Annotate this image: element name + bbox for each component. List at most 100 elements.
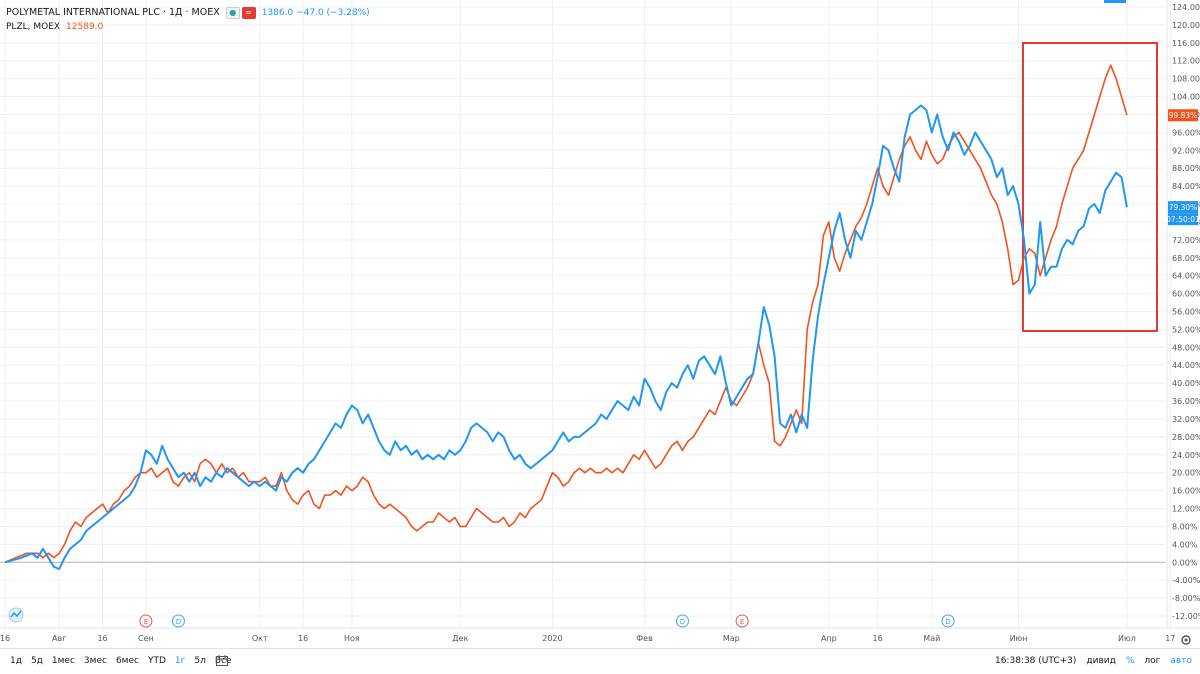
percent-scale-toggle[interactable]: % bbox=[1125, 656, 1135, 666]
auto-scale-toggle[interactable]: авто bbox=[1170, 656, 1192, 666]
dividend-marker[interactable]: D bbox=[941, 614, 955, 628]
marker-letter: D bbox=[176, 618, 181, 626]
marker-letter: E bbox=[144, 618, 148, 626]
y-tick-label: 20.00% bbox=[1172, 469, 1200, 478]
y-tick-label: 16.00% bbox=[1172, 487, 1200, 496]
y-tick-label: 0.00% bbox=[1172, 558, 1198, 567]
tradingview-logo-icon bbox=[8, 607, 24, 623]
range-button-2[interactable]: 1мес bbox=[51, 656, 75, 666]
legend-main-row[interactable]: POLYMETAL INTERNATIONAL PLC · 1Д · MOEX … bbox=[6, 6, 370, 20]
compare-value: 12589.0 bbox=[66, 22, 104, 32]
y-tick-label: 44.00% bbox=[1172, 361, 1200, 370]
y-axis-labels[interactable]: 124.00% 120.00% 116.00% 112.00% 108.00% 104.0… bbox=[1172, 3, 1200, 621]
y-tick-label: 4.00% bbox=[1172, 540, 1198, 549]
gear-icon[interactable] bbox=[1181, 635, 1191, 645]
x-tick-label: Мар bbox=[723, 634, 740, 643]
y-tick-label: 64.00% bbox=[1172, 272, 1200, 281]
y-tick-label: 32.00% bbox=[1172, 415, 1200, 424]
range-button-5[interactable]: YTD bbox=[147, 656, 166, 666]
marker-letter: D bbox=[680, 618, 685, 626]
y-tick-label: 108.00% bbox=[1172, 75, 1200, 84]
wave-icon[interactable]: ≈ bbox=[241, 7, 256, 19]
last-value-badge-plzl: 99.83% bbox=[1168, 109, 1198, 122]
x-tick-label: 16 bbox=[0, 634, 10, 643]
price-badges: 99.83% 79.30% 07:50:01 bbox=[1166, 109, 1200, 226]
y-tick-label: 24.00% bbox=[1172, 451, 1200, 460]
x-tick-label: 16 bbox=[873, 634, 883, 643]
y-tick-label: 124.00% bbox=[1172, 3, 1200, 12]
x-tick-label: Сен bbox=[138, 634, 154, 643]
y-tick-label: 96.00% bbox=[1172, 128, 1200, 137]
marker-letter: D bbox=[945, 618, 950, 626]
y-tick-label: 28.00% bbox=[1172, 433, 1200, 442]
earnings-marker[interactable]: E bbox=[139, 614, 153, 628]
y-tick-label: 56.00% bbox=[1172, 308, 1200, 317]
main-symbol-title[interactable]: POLYMETAL INTERNATIONAL PLC · 1Д · MOEX bbox=[6, 7, 220, 18]
y-tick-label: 40.00% bbox=[1172, 379, 1200, 388]
x-tick-label: Апр bbox=[821, 634, 837, 643]
y-tick-label: -12.00% bbox=[1172, 612, 1200, 621]
highlight-rectangle bbox=[1022, 42, 1158, 332]
calendar-icon[interactable] bbox=[216, 655, 228, 666]
y-tick-label: 68.00% bbox=[1172, 254, 1200, 263]
scroll-to-top-icon[interactable] bbox=[1104, 0, 1126, 3]
x-tick-label: Май bbox=[923, 634, 940, 643]
y-tick-label: 60.00% bbox=[1172, 290, 1200, 299]
last-value-badge-polymetal: 79.30% bbox=[1168, 201, 1198, 214]
x-tick-label: 2020 bbox=[542, 634, 562, 643]
y-tick-label: 112.00% bbox=[1172, 57, 1200, 66]
x-tick-label: 16 bbox=[97, 634, 107, 643]
main-symbol-values: 1386.0 −47.0 (−3.28%) bbox=[261, 8, 370, 18]
range-button-3[interactable]: 3мес bbox=[83, 656, 107, 666]
bottom-right-controls: 16:38:38 (UTC+3) дивид % лог авто bbox=[995, 656, 1192, 666]
grid-lines bbox=[0, 0, 1171, 628]
range-button-7[interactable]: 5л bbox=[194, 656, 206, 666]
range-button-8[interactable]: Все bbox=[214, 656, 232, 666]
svg-text:99.83%: 99.83% bbox=[1169, 111, 1198, 120]
range-selector: 1д 5д 1мес 3мес 6мес YTD 1г 5л Все bbox=[10, 656, 232, 666]
y-tick-label: 72.00% bbox=[1172, 236, 1200, 245]
log-scale-toggle[interactable]: лог bbox=[1144, 656, 1161, 666]
adjust-dividends-toggle[interactable]: дивид bbox=[1086, 656, 1116, 666]
y-tick-label: 84.00% bbox=[1172, 182, 1200, 191]
x-tick-label: 17 bbox=[1165, 634, 1175, 643]
legend-compare-row[interactable]: PLZL, MOEX 12589.0 bbox=[6, 20, 370, 34]
earnings-marker[interactable]: E bbox=[735, 614, 749, 628]
range-button-4[interactable]: 6мес bbox=[115, 656, 139, 666]
y-tick-label: 48.00% bbox=[1172, 343, 1200, 352]
y-tick-label: 120.00% bbox=[1172, 21, 1200, 30]
x-tick-label: Окт bbox=[252, 634, 268, 643]
y-tick-label: 12.00% bbox=[1172, 505, 1200, 514]
y-tick-label: 52.00% bbox=[1172, 325, 1200, 334]
compare-symbol[interactable]: PLZL, MOEX bbox=[6, 22, 61, 32]
legend: POLYMETAL INTERNATIONAL PLC · 1Д · MOEX … bbox=[6, 6, 370, 34]
y-tick-label: 88.00% bbox=[1172, 164, 1200, 173]
bottom-toolbar: 1д 5д 1мес 3мес 6мес YTD 1г 5л Все 16:38:38 (UTC… bbox=[0, 648, 1200, 674]
y-tick-label: 8.00% bbox=[1172, 522, 1198, 531]
series-line-polymetal bbox=[4, 104, 1128, 570]
x-tick-label: Июн bbox=[1010, 634, 1028, 643]
dividend-marker[interactable]: D bbox=[676, 614, 689, 628]
chart-area[interactable]: 124.00% 120.00% 116.00% 112.00% 108.00% 104.0… bbox=[0, 0, 1200, 648]
x-tick-label: 16 bbox=[298, 634, 308, 643]
market-status-icon[interactable]: ● bbox=[225, 7, 240, 19]
bar-countdown-badge: 07:50:01 bbox=[1166, 213, 1200, 226]
y-tick-label: 116.00% bbox=[1172, 39, 1200, 48]
x-axis-labels[interactable]: 16 Авг 16 Сен Окт 16 Ноя Дек 2020 Фев Мар Апр 16 Май И… bbox=[0, 634, 1175, 643]
range-button-0[interactable]: 1д bbox=[10, 656, 22, 666]
range-button-6[interactable]: 1г bbox=[174, 656, 186, 666]
y-tick-label: -8.00% bbox=[1172, 594, 1200, 603]
dividend-marker[interactable]: D bbox=[171, 614, 185, 628]
x-tick-label: Июл bbox=[1118, 634, 1136, 643]
x-tick-label: Авг bbox=[52, 634, 66, 643]
clock-time[interactable]: 16:38:38 (UTC+3) bbox=[994, 656, 1077, 666]
series-layer bbox=[4, 64, 1128, 570]
svg-text:79.30%: 79.30% bbox=[1169, 203, 1198, 212]
y-tick-label: -4.00% bbox=[1172, 576, 1200, 585]
svg-text:07:50:01: 07:50:01 bbox=[1166, 215, 1200, 224]
x-tick-label: Дек bbox=[452, 634, 468, 643]
y-tick-label: 92.00% bbox=[1172, 146, 1200, 155]
marker-letter: E bbox=[740, 618, 744, 626]
range-button-1[interactable]: 5д bbox=[30, 656, 43, 666]
